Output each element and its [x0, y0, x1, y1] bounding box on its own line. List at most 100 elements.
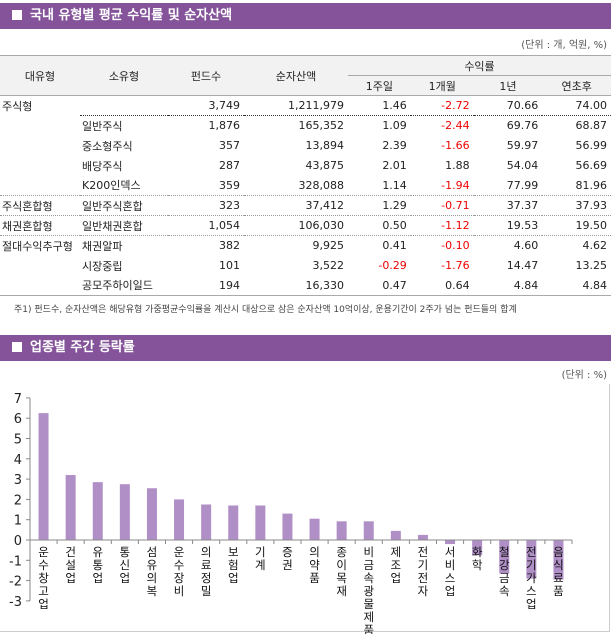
cell-funds: 3,749: [208, 99, 241, 112]
cell-m1: -1.66: [441, 139, 470, 152]
cell-w1: 0.50: [348, 215, 411, 236]
bar: [553, 540, 564, 580]
table-row: 공모주하이일드 194 16,330 0.47 0.64 4.84 4.84: [0, 276, 611, 296]
returns-table: 대유형 소유형 펀드수 순자산액 수익률 1주일 1개월 1년 연초후 주식형 3…: [0, 55, 611, 296]
cell-w1: -0.29: [378, 259, 407, 272]
section-header-sectors: 업종별 주간 등락률: [0, 335, 611, 361]
cell-w1: 2.39: [382, 139, 407, 152]
y-tick-label: 6: [14, 412, 22, 427]
cell-ytd: 4.62: [542, 235, 611, 256]
cell-funds: 194: [219, 278, 240, 292]
cell-minor: 일반주식: [80, 115, 168, 136]
y-tick-label: -1: [9, 554, 22, 569]
cell-ytd: 56.69: [575, 159, 608, 172]
y-tick-label: -2: [9, 575, 22, 590]
cell-ytd: 74.00: [575, 99, 608, 112]
cell-m1: -1.76: [441, 259, 470, 272]
y-tick-label: 1: [14, 514, 22, 529]
bar: [390, 530, 401, 540]
cell-minor: 채권알파: [80, 235, 168, 256]
bar: [417, 534, 428, 540]
cell-assets: 328,088: [298, 178, 345, 192]
cell-minor: 시장중립: [82, 259, 123, 273]
col-funds: 펀드수: [168, 55, 244, 96]
footnote: 주1) 펀드수, 순자산액은 해당유형 가중평균수익률을 계산시 대상으로 삼은…: [14, 305, 517, 315]
y-tick-label: 5: [14, 433, 22, 448]
bar: [445, 540, 456, 545]
unit-label: (단위 : 개, 억원, %): [521, 40, 607, 51]
cell-funds: 287: [219, 159, 240, 172]
cell-ytd: 68.87: [542, 115, 611, 136]
cell-m1: -1.94: [441, 178, 470, 192]
col-assets: 순자산액: [244, 55, 348, 96]
cell-assets: 1,211,979: [288, 99, 344, 112]
cell-assets: 106,030: [244, 215, 348, 236]
cell-m1: -0.10: [410, 235, 474, 256]
cell-funds: 1,876: [168, 115, 244, 136]
cell-assets: 37,412: [244, 195, 348, 216]
cell-m1: -1.12: [410, 215, 474, 236]
bar: [363, 521, 374, 540]
cell-assets: 13,894: [305, 139, 345, 152]
col-minor: 소유형: [80, 55, 168, 96]
table-row: K200인덱스 359 328,088 1.14 -1.94 77.99 81.96: [0, 176, 611, 196]
cell-ytd: 4.84: [582, 278, 608, 292]
cell-y1: 14.47: [506, 259, 539, 272]
table-row: 시장중립 101 3,522 -0.29 -1.76 14.47 13.25: [0, 256, 611, 276]
cell-funds: 1,054: [168, 215, 244, 236]
bar: [92, 482, 103, 540]
cell-funds: 382: [168, 235, 244, 256]
cell-ytd: 81.96: [575, 178, 608, 192]
bar: [174, 499, 185, 540]
cell-y1: 77.99: [506, 178, 539, 192]
cell-m1: -0.71: [410, 195, 474, 216]
table-row: 중소형주식 357 13,894 2.39 -1.66 59.97 56.99: [0, 136, 611, 156]
cell-y1: 4.60: [473, 235, 543, 256]
col-1w: 1주일: [348, 75, 411, 96]
cell-y1: 70.66: [506, 99, 539, 112]
cell-major: 주식혼합형: [0, 195, 80, 216]
cell-w1: 0.47: [382, 278, 407, 292]
section-header-returns: 국내 유형별 평균 수익률 및 순자산액: [0, 3, 611, 29]
y-tick-label: 3: [14, 473, 22, 488]
table-row: 주식형 3,749 1,211,979 1.46 -2.72 70.66 74.00: [0, 96, 611, 116]
cell-w1: 1.09: [348, 115, 411, 136]
cell-assets: 165,352: [244, 115, 348, 136]
bar: [146, 488, 157, 540]
cell-w1: 1.14: [382, 178, 407, 192]
col-1y: 1년: [473, 75, 543, 96]
cell-minor: 공모주하이일드: [82, 279, 153, 293]
cell-y1: 59.97: [506, 139, 539, 152]
bar: [201, 504, 212, 540]
bar: [65, 475, 76, 540]
col-returns: 수익률: [348, 55, 611, 76]
table-row: 배당주식 287 43,875 2.01 1.88 54.04 56.69: [0, 156, 611, 176]
cell-y1: 4.84: [513, 278, 539, 292]
table-row: 채권혼합형 일반채권혼합 1,054 106,030 0.50 -1.12 19.53 19.…: [0, 215, 611, 236]
bar: [336, 521, 347, 540]
square-icon: [12, 342, 22, 352]
cell-ytd: 37.93: [542, 195, 611, 216]
chart-unit-label: (단위 : %): [561, 370, 607, 381]
cell-y1: 54.04: [506, 159, 539, 172]
col-1m: 1개월: [410, 75, 474, 96]
cell-major: 주식형: [2, 99, 33, 113]
table-row: 일반주식 1,876 165,352 1.09 -2.44 69.76 68.87: [0, 115, 611, 136]
cell-m1: 1.88: [445, 159, 470, 172]
y-tick-label: 0: [14, 534, 22, 549]
cell-m1: -2.44: [410, 115, 474, 136]
